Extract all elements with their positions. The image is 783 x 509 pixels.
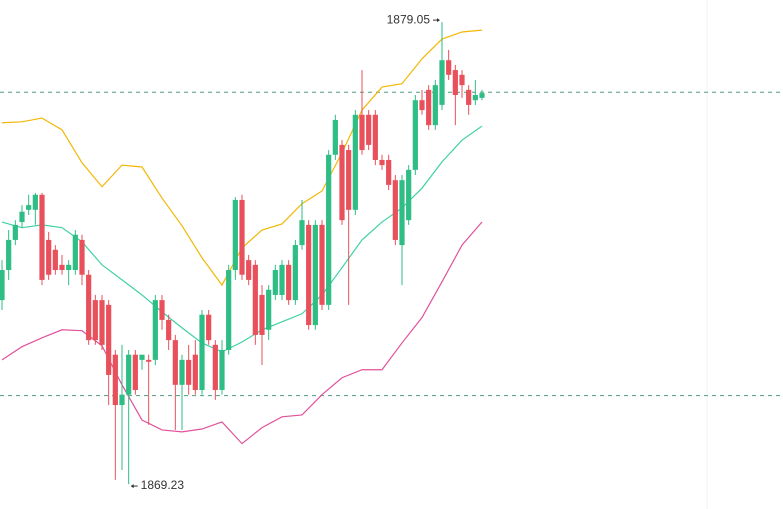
candle-body — [412, 100, 418, 170]
candle-body — [466, 89, 472, 105]
candle-body — [272, 270, 278, 295]
candle-body — [252, 264, 258, 335]
max-arrow-head — [437, 18, 440, 23]
candle-body — [186, 359, 192, 385]
candle-body — [419, 100, 425, 111]
candle-body — [326, 154, 332, 305]
candle-body — [386, 159, 392, 185]
candle-body — [86, 274, 92, 341]
candle-body — [479, 93, 485, 98]
candle-body — [166, 319, 172, 341]
candle-body — [312, 224, 318, 326]
candle-body — [339, 144, 345, 221]
candle-body — [79, 239, 85, 275]
candle-body — [72, 234, 78, 271]
candle-body — [459, 74, 465, 86]
candle-body — [139, 354, 145, 360]
candle-body — [52, 249, 58, 271]
candle-body — [452, 70, 458, 96]
candle-body — [279, 264, 285, 295]
candle-body — [206, 314, 212, 341]
candle-body — [399, 180, 405, 246]
candle-body — [179, 359, 185, 385]
candle-body — [192, 354, 198, 390]
candle-body — [59, 264, 65, 271]
candle-body — [359, 114, 365, 151]
candle-body — [199, 314, 205, 390]
band-line — [1, 221, 483, 445]
candle-body — [472, 95, 478, 101]
candle-body — [119, 394, 125, 406]
candle-body — [392, 180, 398, 240]
candle-body — [226, 270, 232, 350]
candle-body — [346, 150, 352, 210]
candle-body — [39, 194, 45, 280]
candle-body — [246, 260, 252, 280]
candle-body — [352, 114, 358, 210]
candle-body — [146, 359, 152, 362]
candle-body — [159, 300, 165, 320]
candle-body — [259, 294, 265, 335]
candle-body — [266, 289, 272, 330]
candle-body — [6, 239, 12, 271]
candle-body — [112, 354, 118, 406]
min-arrow-head — [130, 484, 134, 489]
candle-body — [0, 270, 5, 301]
candle-body — [99, 300, 105, 345]
candle-body — [319, 224, 325, 305]
candle-body — [66, 264, 72, 271]
candle-body — [299, 220, 305, 246]
candle-body — [239, 199, 245, 275]
candle-body — [219, 349, 225, 390]
candle-body — [292, 245, 298, 301]
min-label: 1869.23 — [141, 478, 185, 492]
candle-body — [332, 119, 338, 155]
candle-body — [12, 224, 18, 240]
candle-body — [212, 344, 218, 390]
candle-body — [132, 354, 138, 390]
candle-body — [426, 89, 432, 126]
candle-body — [446, 60, 452, 75]
candle-body — [92, 300, 98, 341]
candle-body — [152, 300, 158, 360]
candle-body — [26, 205, 32, 210]
candle-body — [19, 211, 25, 223]
candle-body — [126, 354, 132, 395]
candle-body — [379, 159, 385, 166]
candle-body — [46, 239, 52, 275]
candle-body — [306, 224, 312, 326]
candle-body — [32, 194, 38, 210]
candle-body — [232, 199, 238, 271]
candle-body — [439, 60, 445, 105]
max-label: 1879.05 — [387, 12, 431, 26]
candle-body — [432, 85, 438, 126]
candle-body — [106, 304, 112, 375]
candle-body — [372, 114, 378, 160]
candle-body — [172, 340, 178, 385]
candle-body — [406, 169, 412, 221]
candle-body — [286, 264, 292, 301]
candle-body — [366, 114, 372, 145]
